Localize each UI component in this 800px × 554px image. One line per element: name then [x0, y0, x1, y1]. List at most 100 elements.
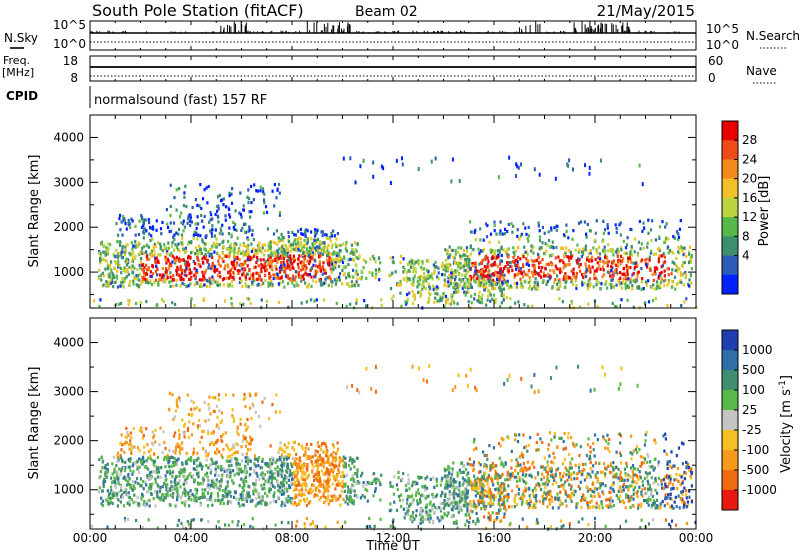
- range-cell: [179, 277, 183, 282]
- range-cell: [181, 462, 184, 466]
- range-cell: [310, 247, 313, 251]
- range-cell: [132, 501, 135, 505]
- range-cell: [653, 287, 656, 291]
- range-cell: [194, 271, 197, 275]
- colorbar-swatch: [722, 236, 738, 257]
- range-cell: [643, 226, 646, 230]
- range-cell: [177, 273, 180, 277]
- range-cell: [311, 470, 314, 474]
- range-cell: [197, 244, 201, 248]
- range-cell: [188, 268, 191, 272]
- range-cell: [345, 249, 348, 253]
- range-cell: [632, 261, 635, 265]
- range-cell: [478, 291, 481, 295]
- range-cell: [168, 280, 171, 284]
- range-cell: [318, 242, 321, 247]
- range-cell: [273, 471, 276, 476]
- range-cell: [256, 258, 259, 262]
- range-cell: [281, 266, 285, 270]
- range-cell: [569, 252, 573, 256]
- range-cell: [147, 266, 150, 270]
- range-cell: [248, 228, 251, 232]
- range-cell: [347, 271, 350, 275]
- range-cell: [277, 240, 281, 244]
- range-cell: [224, 393, 227, 397]
- range-cell: [519, 285, 522, 289]
- range-cell: [202, 429, 206, 433]
- range-cell: [481, 301, 484, 305]
- range-cell: [243, 437, 246, 441]
- freq-label: Freq.: [3, 54, 30, 67]
- range-cell: [280, 256, 283, 260]
- range-cell: [624, 246, 628, 250]
- range-cell: [237, 501, 240, 505]
- range-cell: [295, 468, 298, 472]
- range-cell: [203, 277, 206, 281]
- range-cell: [574, 279, 577, 283]
- range-cell: [174, 409, 177, 413]
- range-cell: [658, 286, 661, 290]
- range-cell: [326, 448, 329, 453]
- range-cell: [641, 182, 644, 187]
- range-cell: [179, 485, 182, 489]
- range-cell: [616, 247, 619, 251]
- range-cell: [267, 480, 270, 484]
- range-cell: [196, 203, 199, 207]
- range-cell: [545, 249, 548, 253]
- range-cell: [542, 279, 545, 283]
- range-cell: [359, 164, 362, 169]
- range-cell: [114, 486, 117, 490]
- range-cell: [407, 269, 410, 273]
- range-cell: [246, 258, 249, 262]
- range-cell: [139, 266, 142, 270]
- range-cell: [230, 233, 233, 237]
- range-cell: [279, 490, 282, 494]
- range-cell: [115, 492, 118, 496]
- range-cell: [102, 458, 105, 462]
- range-cell: [277, 471, 280, 475]
- range-cell: [310, 298, 313, 302]
- range-cell: [389, 287, 393, 291]
- range-cell: [411, 301, 415, 305]
- range-cell: [272, 273, 275, 277]
- range-cell: [189, 223, 192, 228]
- range-cell: [557, 267, 560, 271]
- range-cell: [262, 477, 265, 481]
- range-cell: [548, 254, 552, 258]
- range-cell: [327, 253, 331, 257]
- range-cell: [223, 277, 226, 281]
- range-cell: [224, 214, 227, 218]
- range-cell: [101, 460, 104, 464]
- range-cell: [415, 260, 418, 264]
- range-cell: [530, 258, 533, 262]
- range-cell: [553, 271, 556, 275]
- range-cell: [605, 255, 609, 259]
- range-cell: [174, 481, 177, 485]
- range-cell: [342, 242, 345, 246]
- range-cell: [534, 259, 537, 263]
- range-cell: [245, 479, 248, 484]
- range-cell: [619, 262, 622, 266]
- range-cell: [636, 286, 639, 290]
- range-cell: [124, 465, 127, 470]
- range-cell: [231, 479, 234, 483]
- range-cell: [252, 237, 255, 242]
- range-cell: [645, 263, 648, 267]
- range-cell: [260, 484, 263, 488]
- range-cell: [327, 259, 331, 263]
- range-cell: [278, 269, 282, 274]
- range-cell: [155, 303, 158, 307]
- range-cell: [218, 479, 221, 484]
- range-cell: [197, 222, 200, 226]
- range-cell: [167, 225, 170, 230]
- range-cell: [126, 270, 129, 274]
- range-cell: [255, 497, 258, 501]
- range-cell: [269, 279, 272, 283]
- range-cell: [146, 499, 149, 503]
- range-cell: [171, 254, 174, 258]
- range-cell: [172, 235, 175, 239]
- range-cell: [431, 277, 434, 281]
- range-cell: [477, 284, 480, 288]
- y-tick-label: 3000: [53, 175, 84, 189]
- range-cell: [283, 263, 286, 267]
